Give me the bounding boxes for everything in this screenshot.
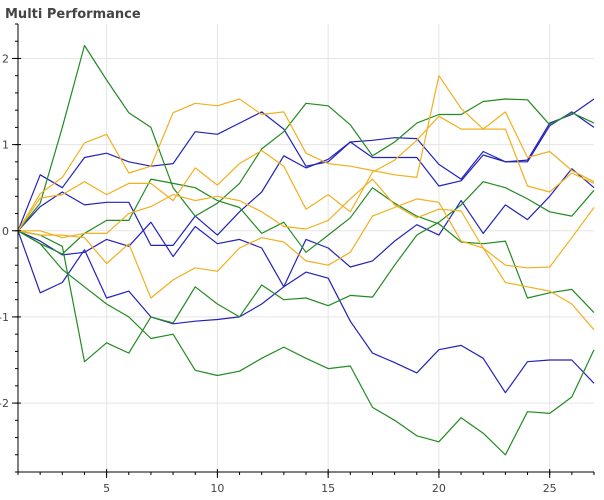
grid <box>18 24 594 472</box>
series-line-11 <box>17 198 595 331</box>
series-line-10 <box>17 115 595 232</box>
series-line-1 <box>17 98 595 232</box>
series-line-5 <box>17 44 595 232</box>
series-line-6 <box>17 181 595 363</box>
x-tick-label: 10 <box>210 482 224 495</box>
series-line-3 <box>17 230 595 394</box>
y-tick-label: -2 <box>0 397 9 410</box>
series-line-4 <box>17 168 595 288</box>
axes: 5 10 15 20 25 -2 -1 0 1 2 <box>0 23 595 495</box>
y-tick-label: 1 <box>2 139 9 152</box>
series-line-7 <box>17 230 595 456</box>
x-tick-label: 5 <box>103 482 110 495</box>
y-tick-label: -1 <box>0 311 9 324</box>
y-tick-label: 0 <box>2 225 9 238</box>
x-tick-label: 20 <box>432 482 446 495</box>
series-line-8 <box>17 178 595 314</box>
series-lines <box>17 44 595 456</box>
x-tick-label: 15 <box>321 482 335 495</box>
series-line-9 <box>17 75 595 232</box>
x-tick-label: 25 <box>543 482 557 495</box>
chart-title: Multi Performance <box>5 7 141 22</box>
y-tick-label: 2 <box>2 52 9 65</box>
series-line-2 <box>17 111 595 246</box>
series-line-12 <box>18 178 595 269</box>
